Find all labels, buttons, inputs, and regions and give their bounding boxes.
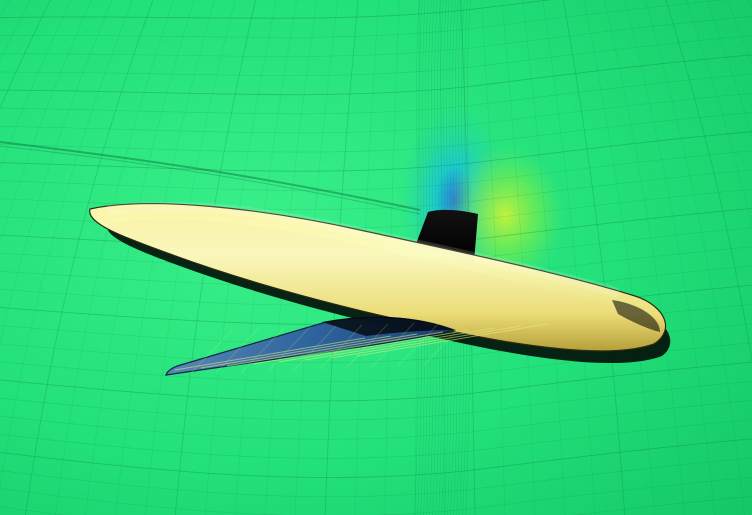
wing bbox=[165, 316, 548, 376]
